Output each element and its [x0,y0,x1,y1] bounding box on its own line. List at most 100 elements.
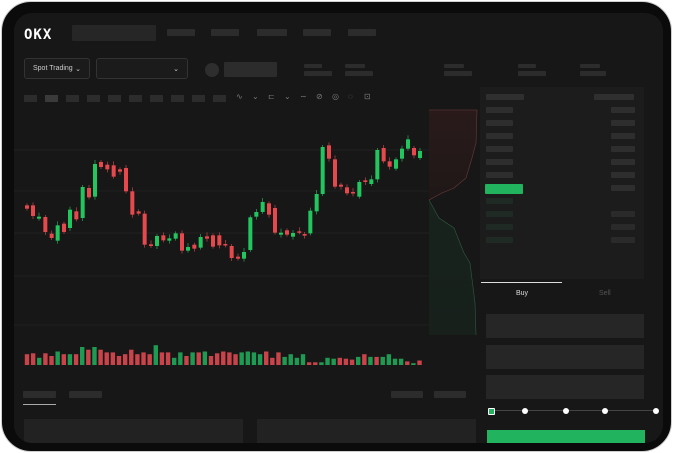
candle [308,210,313,234]
nav-item[interactable] [303,29,331,36]
volume-bar [417,360,422,365]
amount-input[interactable] [486,345,644,369]
candle [130,191,135,215]
bottom-tab-active[interactable] [23,391,56,398]
bottom-action[interactable] [391,391,423,398]
stat-label [345,64,365,68]
candle [400,148,404,159]
slider-step[interactable] [522,408,528,414]
interval-button[interactable] [108,95,121,102]
slider-step[interactable] [653,408,659,414]
volume-bar [282,356,287,365]
stat-value [304,71,332,76]
chart-tool-icon[interactable]: ⌄ [284,92,291,101]
pair-select[interactable]: ⌄ [96,58,188,79]
volume-bar [86,349,91,365]
interval-button[interactable] [45,95,58,102]
chart-tool-icon[interactable]: ◌ [348,92,353,101]
total-input[interactable] [486,375,644,399]
interval-button[interactable] [24,95,37,102]
tab-buy[interactable]: Buy [516,290,529,297]
chart-tool-icon[interactable]: ∿ [236,92,243,101]
candle [236,256,240,259]
nav-item[interactable] [257,29,287,36]
market-type-label: Spot Trading [33,65,73,72]
candle [62,223,66,232]
chart-tool-icon[interactable]: ⌄ [252,92,259,101]
ask-price [486,107,513,113]
volume-bar [214,353,220,365]
stat-label [518,64,536,68]
market-type-select[interactable]: Spot Trading ⌄ [24,58,90,79]
candle [375,150,380,180]
slider-handle[interactable] [488,408,495,415]
volume-bar [227,352,232,365]
ask-amount [611,120,635,126]
candle [136,211,141,214]
order-book [480,87,644,279]
volume-bar [233,354,238,365]
slider-step[interactable] [563,408,569,414]
chart-tool-icon[interactable]: ◎ [332,92,339,101]
chevron-down-icon: ⌄ [75,65,81,73]
candle [273,208,277,233]
bid-price [486,224,513,230]
candle [248,217,253,250]
chart-tool-icon[interactable]: ⊘ [316,92,323,101]
candlestick-chart[interactable] [14,13,480,383]
volume-bar [386,354,392,365]
interval-button[interactable] [129,95,142,102]
volume-bar [356,356,361,365]
interval-button[interactable] [171,95,184,102]
search-bar[interactable] [72,25,156,41]
candle [369,179,374,184]
buy-button[interactable] [487,430,645,443]
slider-track[interactable] [492,410,658,411]
ask-price [486,172,513,178]
volume-bar [98,349,103,365]
price-input[interactable] [486,314,644,338]
interval-button[interactable] [87,95,100,102]
volume-bar [147,354,152,365]
slider-step[interactable] [602,408,608,414]
interval-button[interactable] [66,95,79,102]
chart-tool-icon[interactable]: ⊡ [364,92,371,101]
interval-button[interactable] [192,95,205,102]
volume-bar [159,352,165,365]
tab-sell[interactable]: Sell [599,290,611,297]
volume-bar [37,357,42,365]
interval-button[interactable] [213,95,226,102]
volume-bar [368,356,373,365]
candle [223,244,228,246]
stat-label [304,64,322,68]
candle [320,147,325,194]
chart-tool-icon[interactable]: ⊏ [268,92,275,101]
chart-tool-icon[interactable]: ∼ [300,92,307,101]
candle [394,159,398,169]
ask-price [486,159,513,165]
nav-item[interactable] [167,29,195,36]
interval-button[interactable] [150,95,163,102]
volume-bar [362,354,367,365]
bottom-tab[interactable] [69,391,102,398]
candle [31,205,35,216]
bottom-action[interactable] [434,391,466,398]
candle [118,169,122,172]
candle [345,187,349,194]
nav-item[interactable] [211,29,239,36]
candle [161,235,166,241]
header-price [486,94,524,100]
candle [339,184,343,187]
volume-bar [190,352,195,365]
volume-bar [319,362,324,365]
candle [285,230,289,235]
candle [351,192,355,194]
volume-bar [165,352,171,365]
volume-bar [398,358,404,365]
candle [80,187,85,218]
candle [418,151,422,158]
volume-bar [30,353,36,365]
candle [105,164,110,170]
nav-item[interactable] [348,29,376,36]
